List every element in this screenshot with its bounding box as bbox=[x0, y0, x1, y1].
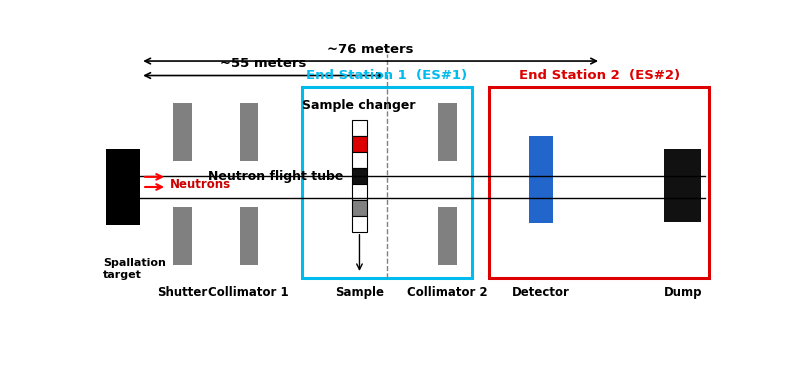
Bar bbox=[352, 168, 367, 184]
Bar bbox=[352, 152, 367, 168]
Bar bbox=[352, 216, 367, 232]
Text: Spallation
target: Spallation target bbox=[103, 258, 166, 280]
Bar bbox=[489, 87, 709, 278]
Text: Neutron flight tube: Neutron flight tube bbox=[209, 170, 344, 183]
Bar bbox=[173, 207, 192, 265]
Text: Sample changer: Sample changer bbox=[302, 99, 416, 112]
Text: Detector: Detector bbox=[512, 286, 570, 299]
Text: Collimator 2: Collimator 2 bbox=[407, 286, 487, 299]
Bar bbox=[239, 207, 258, 265]
Text: Neutrons: Neutrons bbox=[170, 177, 230, 191]
Bar bbox=[352, 136, 367, 152]
Bar bbox=[529, 136, 553, 223]
Bar bbox=[664, 149, 702, 222]
Text: Dump: Dump bbox=[663, 286, 702, 299]
Text: Collimator 1: Collimator 1 bbox=[209, 286, 289, 299]
Bar bbox=[239, 103, 258, 161]
Text: Shutter: Shutter bbox=[158, 286, 207, 299]
Bar bbox=[106, 149, 140, 224]
Text: End Station 1  (ES#1): End Station 1 (ES#1) bbox=[306, 69, 468, 82]
Text: ~55 meters: ~55 meters bbox=[221, 57, 307, 70]
Text: Sample: Sample bbox=[334, 286, 384, 299]
Bar bbox=[352, 120, 367, 136]
Text: ~76 meters: ~76 meters bbox=[327, 43, 414, 56]
Bar bbox=[173, 103, 192, 161]
Bar bbox=[352, 184, 367, 200]
Bar bbox=[438, 207, 457, 265]
Bar bbox=[302, 87, 472, 278]
Bar bbox=[352, 200, 367, 216]
Bar bbox=[438, 103, 457, 161]
Text: End Station 2  (ES#2): End Station 2 (ES#2) bbox=[518, 69, 680, 82]
